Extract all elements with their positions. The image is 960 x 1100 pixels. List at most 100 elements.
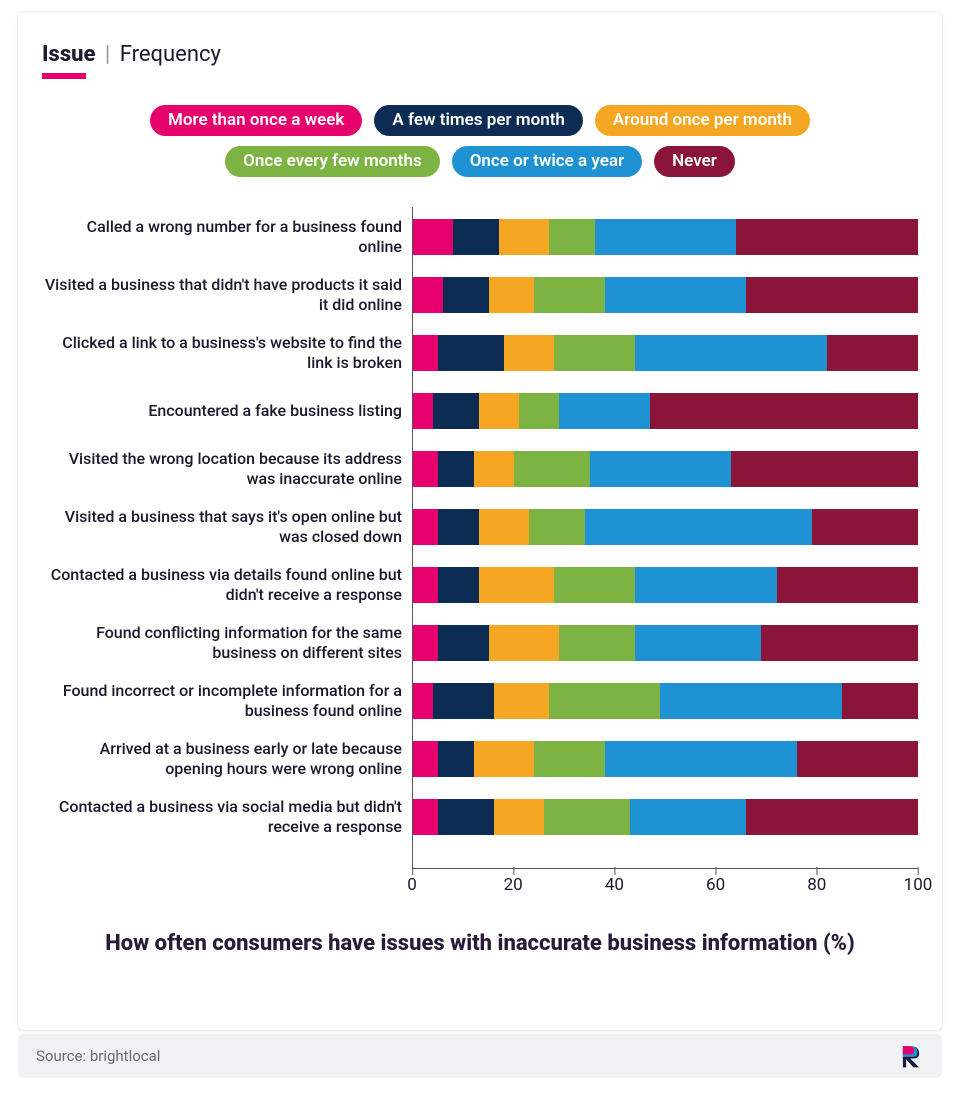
bar-segment — [605, 277, 746, 313]
bar-segment — [842, 683, 918, 719]
row-label: Encountered a fake business listing — [42, 393, 402, 429]
bar-row — [413, 625, 918, 661]
bar-segment — [413, 335, 438, 371]
bar-segment — [479, 393, 519, 429]
bar-segment — [746, 799, 918, 835]
brand-logo-icon — [898, 1043, 924, 1069]
bar-segment — [559, 393, 650, 429]
row-label: Arrived at a business early or late beca… — [42, 741, 402, 777]
x-axis-ticks: 020406080100 — [412, 875, 918, 915]
header-rest: Frequency — [120, 42, 221, 67]
header-line: Issue | Frequency — [42, 42, 918, 67]
bar-segment — [413, 393, 433, 429]
legend-pill: Around once per month — [595, 105, 810, 136]
legend-pill: Once or twice a year — [452, 146, 642, 177]
header-bold: Issue — [42, 42, 95, 67]
bar-segment — [514, 451, 590, 487]
bar-row — [413, 509, 918, 545]
bar-segment — [494, 799, 545, 835]
bar-segment — [660, 683, 842, 719]
bar-segment — [413, 567, 438, 603]
bar-segment — [413, 451, 438, 487]
bar-row — [413, 219, 918, 255]
bar-segment — [443, 277, 488, 313]
bar-segment — [433, 393, 478, 429]
bar-segment — [413, 219, 453, 255]
row-label: Visited a business that didn't have prod… — [42, 277, 402, 313]
bar-segment — [812, 509, 918, 545]
bar-segment — [635, 567, 776, 603]
bar-segment — [494, 683, 550, 719]
bar-segment — [489, 625, 560, 661]
bar-segment — [489, 277, 534, 313]
bar-segment — [650, 393, 918, 429]
bar-segment — [559, 625, 635, 661]
bar-segment — [519, 393, 559, 429]
row-label: Found conflicting information for the sa… — [42, 625, 402, 661]
bar-segment — [534, 277, 605, 313]
x-tick: 80 — [807, 875, 826, 895]
chart-title: How often consumers have issues with ina… — [42, 929, 918, 959]
bar-segment — [438, 335, 504, 371]
bar-row — [413, 277, 918, 313]
bar-segment — [474, 741, 535, 777]
bar-row — [413, 567, 918, 603]
bar-segment — [554, 567, 635, 603]
bar-segment — [474, 451, 514, 487]
bar-segment — [438, 509, 478, 545]
bar-row — [413, 799, 918, 835]
bar-segment — [413, 625, 438, 661]
bar-segment — [797, 741, 918, 777]
bar-segment — [746, 277, 918, 313]
bar-segment — [413, 509, 438, 545]
bar-segment — [585, 509, 812, 545]
bar-segment — [453, 219, 498, 255]
x-tick: 60 — [706, 875, 725, 895]
x-tick: 40 — [605, 875, 624, 895]
bar-segment — [590, 451, 731, 487]
bar-segment — [549, 683, 660, 719]
footer-bar: Source: brightlocal — [18, 1034, 942, 1078]
bar-segment — [544, 799, 630, 835]
bar-segment — [433, 683, 494, 719]
bar-row — [413, 683, 918, 719]
legend-pill: Never — [654, 146, 735, 177]
x-tick: 20 — [504, 875, 523, 895]
legend: More than once a week A few times per mon… — [42, 105, 918, 177]
chart-area: Called a wrong number for a business fou… — [42, 207, 918, 869]
bar-row — [413, 335, 918, 371]
bar-segment — [605, 741, 797, 777]
y-axis-labels: Called a wrong number for a business fou… — [42, 207, 412, 869]
bar-row — [413, 741, 918, 777]
x-tick: 0 — [407, 875, 417, 895]
plot-area — [412, 207, 918, 869]
bar-segment — [549, 219, 594, 255]
bar-row — [413, 451, 918, 487]
bar-segment — [595, 219, 736, 255]
x-tick: 100 — [904, 875, 933, 895]
accent-bar — [42, 73, 86, 79]
row-label: Found incorrect or incomplete informatio… — [42, 683, 402, 719]
bar-segment — [438, 625, 489, 661]
bar-segment — [736, 219, 918, 255]
legend-pill: More than once a week — [150, 105, 362, 136]
chart-card: Issue | Frequency More than once a week A… — [18, 12, 942, 1030]
bar-segment — [534, 741, 605, 777]
bar-segment — [413, 683, 433, 719]
bar-segment — [499, 219, 550, 255]
bar-segment — [630, 799, 746, 835]
bar-segment — [731, 451, 918, 487]
bar-segment — [554, 335, 635, 371]
header-separator: | — [105, 42, 110, 67]
source-label: Source: brightlocal — [36, 1047, 160, 1065]
row-label: Clicked a link to a business's website t… — [42, 335, 402, 371]
bar-segment — [777, 567, 918, 603]
legend-pill: A few times per month — [374, 105, 582, 136]
legend-pill: Once every few months — [225, 146, 440, 177]
row-label: Visited the wrong location because its a… — [42, 451, 402, 487]
bar-segment — [479, 509, 530, 545]
row-label: Visited a business that says it's open o… — [42, 509, 402, 545]
bar-segment — [827, 335, 918, 371]
bar-segment — [635, 625, 761, 661]
bar-segment — [504, 335, 555, 371]
